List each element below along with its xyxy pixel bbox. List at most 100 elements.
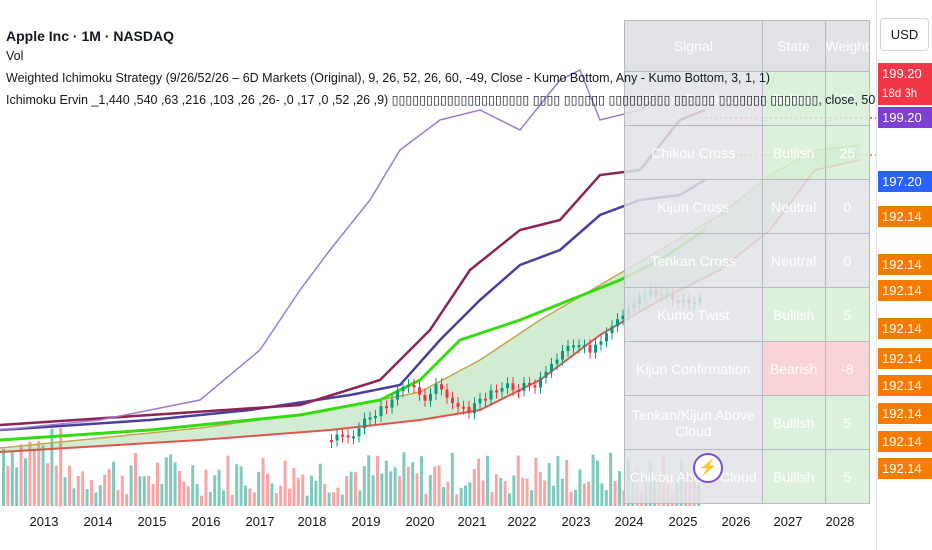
year-tick: 2020 bbox=[405, 514, 435, 529]
signal-weight: 0 bbox=[824, 179, 871, 234]
candle-body bbox=[429, 393, 432, 401]
currency-button[interactable]: USD bbox=[880, 18, 929, 51]
volume-bar bbox=[604, 490, 608, 506]
header-weight: Weight bbox=[824, 20, 871, 72]
volume-bar bbox=[543, 480, 547, 506]
volume-bar bbox=[90, 480, 93, 506]
volume-bar bbox=[292, 467, 296, 506]
signal-name: Kumo Breakout bbox=[624, 71, 763, 126]
volume-bar bbox=[349, 471, 353, 506]
volume-bar bbox=[178, 471, 181, 506]
volume-bar bbox=[547, 463, 551, 506]
volume-bar bbox=[6, 465, 10, 506]
candle-body bbox=[451, 397, 454, 404]
time-axis[interactable]: 2013 2014 2015 2016 2017 2018 2019 2020 … bbox=[0, 506, 876, 550]
signal-state: Bullish bbox=[761, 449, 826, 504]
volume-bar bbox=[402, 452, 406, 506]
signal-state: Neutral bbox=[761, 179, 826, 234]
volume-indicator-label[interactable]: Vol bbox=[6, 49, 24, 63]
volume-bar bbox=[191, 465, 195, 506]
volume-bar bbox=[538, 471, 542, 506]
signal-weight: 25 bbox=[824, 125, 871, 180]
volume-bar bbox=[226, 455, 230, 506]
volume-bar bbox=[72, 488, 76, 506]
signal-table: Signal State Weight Kumo Breakout Bullis… bbox=[624, 20, 871, 504]
header-state: State bbox=[761, 20, 826, 72]
volume-bar bbox=[516, 455, 520, 506]
signal-table-header: Signal State Weight bbox=[624, 20, 871, 72]
volume-bar bbox=[182, 481, 186, 506]
volume-bar bbox=[283, 460, 287, 506]
volume-bar bbox=[420, 456, 423, 506]
candle-body bbox=[500, 388, 504, 392]
year-tick: 2013 bbox=[29, 514, 59, 529]
candle-body bbox=[572, 345, 575, 348]
volume-bar bbox=[552, 485, 555, 506]
candle-body bbox=[346, 435, 350, 438]
volume-bar bbox=[208, 491, 212, 506]
signal-state: Bullish bbox=[761, 287, 826, 342]
candle-body bbox=[473, 403, 476, 414]
volume-bar bbox=[107, 468, 111, 506]
candle-body bbox=[550, 363, 553, 372]
volume-bar bbox=[486, 455, 489, 506]
volume-bar bbox=[596, 460, 599, 506]
volume-bar bbox=[103, 474, 107, 506]
ervin-indicator-label[interactable]: Ichimoku Ervin _1,440 ,540 ,63 ,216 ,103… bbox=[6, 93, 876, 107]
volume-bar bbox=[578, 469, 582, 506]
price-label: 192.14 bbox=[878, 280, 932, 301]
volume-bar bbox=[534, 457, 538, 506]
price-label: 192.14 bbox=[878, 206, 932, 227]
volume-bar bbox=[393, 467, 397, 506]
volume-bar bbox=[318, 463, 322, 506]
candle-body bbox=[495, 390, 498, 393]
year-tick: 2018 bbox=[297, 514, 327, 529]
volume-bar bbox=[354, 472, 357, 506]
volume-bar bbox=[10, 451, 14, 506]
candle-body bbox=[599, 341, 603, 345]
price-label: 192.14 bbox=[878, 348, 932, 369]
volume-bar bbox=[336, 487, 340, 506]
volume-bar bbox=[266, 473, 269, 506]
signal-row: Kijun Confirmation Bearish -8 bbox=[624, 341, 871, 396]
volume-bar bbox=[200, 495, 203, 506]
chart-area[interactable]: Apple Inc · 1M · NASDAQ Vol Weighted Ich… bbox=[0, 0, 876, 550]
volume-bar bbox=[376, 456, 379, 506]
volume-bar bbox=[582, 483, 586, 506]
volume-bar bbox=[41, 445, 45, 506]
candle-body bbox=[594, 344, 597, 353]
candle-body bbox=[588, 345, 592, 353]
volume-bar bbox=[450, 452, 454, 506]
signal-name: Kijun Confirmation bbox=[624, 341, 763, 396]
volume-bar bbox=[46, 463, 49, 506]
volume-bar bbox=[112, 461, 115, 506]
price-axis[interactable]: USD 199.20 18d 3h 199.20 197.20 192.14 1… bbox=[876, 0, 932, 550]
volume-bar bbox=[301, 474, 305, 506]
candle-body bbox=[566, 345, 570, 351]
candle-body bbox=[456, 403, 460, 407]
volume-bar bbox=[274, 493, 278, 506]
year-tick: 2026 bbox=[721, 514, 751, 529]
signal-weight: 0 bbox=[824, 233, 871, 288]
volume-bar bbox=[477, 458, 481, 506]
volume-bar bbox=[186, 486, 190, 506]
lightning-icon[interactable]: ⚡ bbox=[693, 453, 723, 483]
volume-bar bbox=[142, 476, 146, 506]
symbol-title[interactable]: Apple Inc · 1M · NASDAQ bbox=[6, 28, 175, 44]
volume-bar bbox=[424, 493, 428, 506]
strategy-indicator-label[interactable]: Weighted Ichimoku Strategy (9/26/52/26 –… bbox=[6, 71, 771, 85]
volume-bar bbox=[371, 475, 375, 506]
candle-body bbox=[616, 319, 619, 327]
volume-bar bbox=[609, 452, 613, 506]
volume-bar bbox=[85, 489, 89, 506]
candle-body bbox=[522, 383, 526, 391]
volume-bar bbox=[24, 458, 27, 506]
volume-bar bbox=[613, 480, 617, 506]
volume-bar bbox=[618, 470, 621, 506]
volume-bar bbox=[296, 477, 300, 506]
year-tick: 2027 bbox=[773, 514, 803, 529]
candle-body bbox=[610, 326, 614, 334]
volume-bar bbox=[622, 490, 626, 506]
signal-name: Chikou Cross bbox=[624, 125, 763, 180]
volume-bar bbox=[134, 453, 137, 506]
